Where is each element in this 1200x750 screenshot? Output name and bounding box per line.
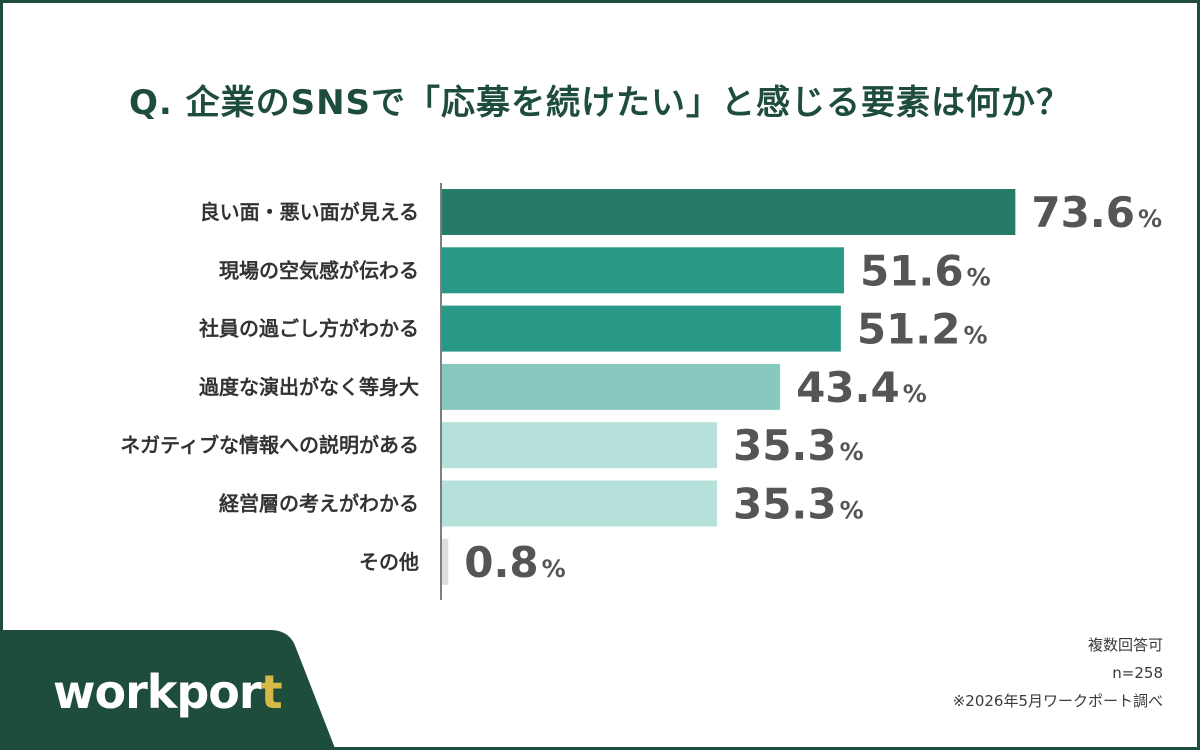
source-note: ※2026年5月ワークポート調べ (952, 692, 1163, 710)
value-label: 0.8% (464, 538, 565, 587)
value-label: 51.2% (857, 305, 988, 354)
category-label: 現場の空気感が伝わる (219, 258, 419, 282)
value-unit: % (967, 263, 991, 291)
bar (442, 189, 1016, 235)
value-number: 0.8 (464, 538, 538, 587)
value-number: 51.2 (857, 305, 961, 354)
multiple-answer-note: 複数回答可 (1087, 636, 1163, 654)
value-label: 35.3% (733, 480, 864, 529)
value-unit: % (542, 555, 566, 583)
category-label: その他 (359, 550, 419, 574)
value-label: 73.6% (1031, 188, 1162, 237)
category-label: 経営層の考えがわかる (219, 492, 419, 516)
bar (442, 247, 844, 294)
value-number: 35.3 (733, 421, 837, 470)
logo-band (3, 630, 335, 747)
bar-chart: 良い面・悪い面が見える 73.6 % 現場の空気感が伝わる 51.6 % 社員の過ごし方がわ… (120, 183, 1162, 600)
value-label: 35.3% (733, 421, 864, 470)
workport-logo: workport (53, 665, 283, 719)
value-unit: % (840, 438, 864, 466)
value-label: 43.4% (796, 363, 927, 412)
bars-layer: 良い面・悪い面が見える 73.6 % 現場の空気感が伝わる 51.6 % 社員の過ごし方がわ… (120, 188, 1162, 587)
value-unit: % (963, 322, 987, 350)
logo-text-accent: t (260, 665, 283, 719)
value-number: 43.4 (796, 363, 900, 412)
bar (442, 480, 717, 527)
bar (442, 305, 841, 352)
footnotes: 複数回答可 n=258 ※2026年5月ワークポート調べ (953, 631, 1163, 715)
bar (442, 363, 781, 410)
bar (442, 538, 449, 585)
value-number: 35.3 (733, 480, 837, 529)
value-unit: % (903, 380, 927, 408)
bar (442, 422, 717, 469)
sample-size-note: n=258 (1112, 664, 1163, 682)
value-number: 73.6 (1031, 188, 1135, 237)
chart-title: Q. 企業のSNSで「応募を続けたい」と感じる要素は何か？ (128, 83, 1072, 123)
category-label: 社員の過ごし方がわかる (198, 317, 419, 341)
value-label: 51.6% (860, 246, 991, 295)
value-number: 51.6 (860, 246, 964, 295)
category-label: 過度な演出がなく等身大 (199, 375, 419, 399)
value-unit: % (840, 497, 864, 525)
category-label: ネガティブな情報への説明がある (120, 433, 419, 457)
category-label: 良い面・悪い面が見える (200, 200, 419, 224)
value-unit: % (1138, 205, 1162, 233)
logo-text-main: workpor (53, 665, 262, 719)
